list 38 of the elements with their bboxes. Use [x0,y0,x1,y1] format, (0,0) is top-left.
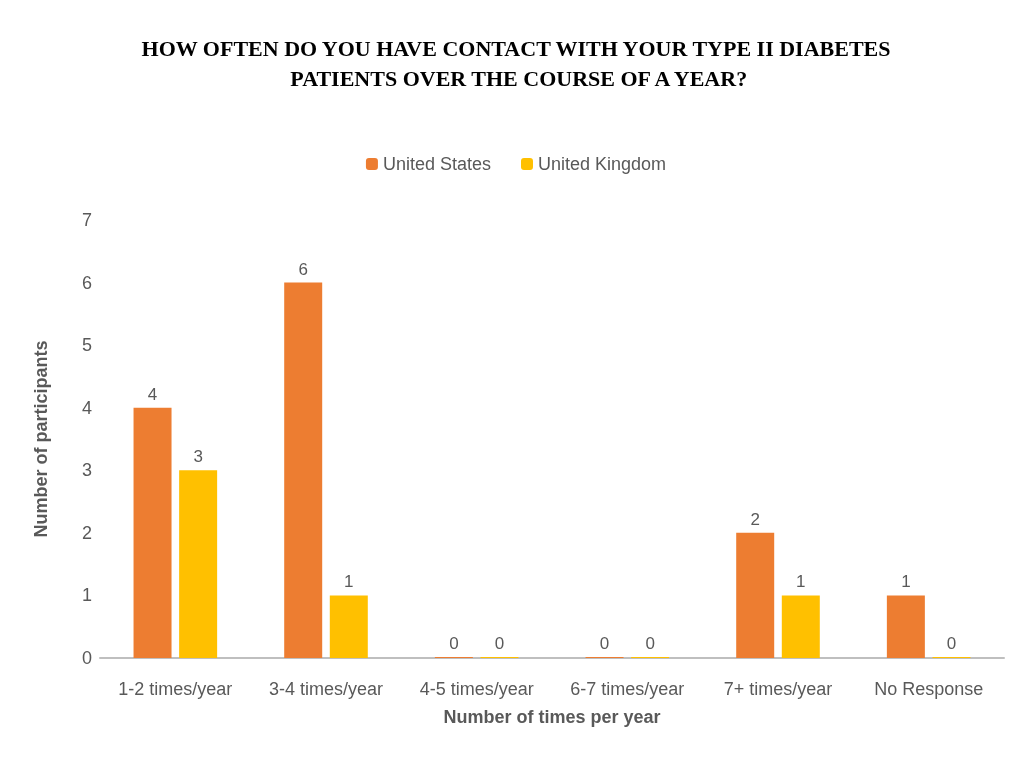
bar [886,595,925,658]
x-tick-label: 7+ times/year [723,679,833,699]
x-axis-title: Number of times per year [443,707,661,727]
legend-label: United Kingdom [537,154,667,174]
data-label: 4 [147,384,158,404]
bar [736,532,775,658]
y-tick-label: 4 [81,397,92,418]
x-tick-label: 3-4 times/year [268,679,384,699]
y-tick-label: 1 [81,585,92,606]
data-label: 6 [298,259,308,279]
y-tick-label: 0 [81,648,92,668]
bar [781,595,820,658]
x-tick-label: 6-7 times/year [570,679,685,699]
chart-title: HOW OFTEN DO YOU HAVE CONTACT WITH YOUR TYPE II DIABETES PATIENTS OVER THE COURSE OF A YEAR? [141,35,891,91]
bar [329,595,368,658]
data-label: 0 [946,634,957,653]
data-label: 0 [494,634,505,653]
data-label: 2 [750,509,760,529]
legend-label: United States [382,154,491,174]
x-tick-label: 4-5 times/year [419,679,534,699]
y-axis-title: Number of participants [31,340,51,538]
y-tick-label: 7 [81,210,92,230]
y-tick-label: 5 [81,335,92,356]
data-label: 3 [193,447,203,467]
data-label: 1 [901,572,911,592]
data-label: 0 [449,634,459,653]
y-tick-label: 2 [81,522,92,543]
data-label: 1 [344,572,354,592]
data-label: 0 [645,634,655,653]
data-label: 0 [599,634,610,653]
x-tick-label: 1-2 times/year [118,679,233,699]
x-tick-label: No Response [874,679,984,699]
data-label: 1 [796,572,806,592]
bar [179,470,218,658]
bar [133,407,172,658]
bar [284,282,323,658]
y-tick-label: 3 [81,460,92,481]
y-tick-label: 6 [81,272,92,293]
